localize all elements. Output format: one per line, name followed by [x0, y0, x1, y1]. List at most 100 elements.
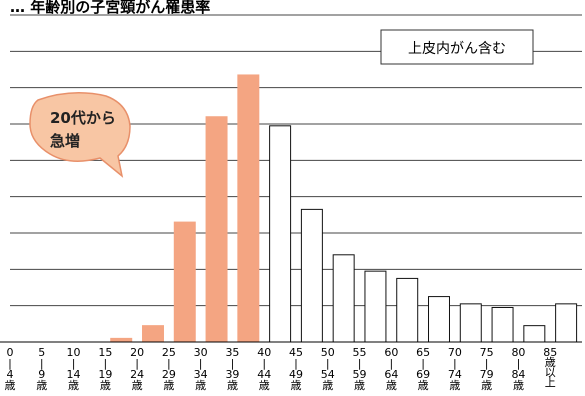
x-tick-label: 60|64歳: [384, 346, 398, 392]
x-tick-text: 30: [194, 346, 208, 359]
x-tick-text: 29: [162, 368, 176, 381]
callout-bubble: 20代から 急増: [29, 92, 131, 178]
x-tick-text: 歳: [68, 379, 79, 392]
x-tick-text: |: [8, 357, 12, 370]
bar: [396, 277, 419, 343]
x-tick-text: 歳: [291, 379, 302, 392]
x-tick-text: |: [358, 357, 362, 370]
x-tick-text: 74: [448, 368, 462, 381]
x-tick-text: 84: [511, 368, 525, 381]
x-tick-text: 上: [545, 376, 556, 389]
x-tick-label: 35|39歳: [225, 346, 239, 392]
x-tick-text: |: [167, 357, 171, 370]
x-tick-text: 70: [448, 346, 462, 359]
x-tick-text: 75: [480, 346, 494, 359]
callout-line-2: 急増: [50, 132, 80, 150]
x-tick-text: 14: [67, 368, 81, 381]
x-tick-label: 0|4歳: [5, 346, 16, 392]
x-tick-text: |: [421, 357, 425, 370]
x-tick-text: 40: [257, 346, 271, 359]
x-tick-text: 歳: [36, 379, 47, 392]
x-tick-text: |: [72, 357, 76, 370]
bar: [364, 270, 387, 343]
x-tick-text: 60: [384, 346, 398, 359]
x-tick-text: 歳: [5, 379, 16, 392]
x-tick-text: 24: [130, 368, 144, 381]
x-tick-text: 69: [416, 368, 430, 381]
x-tick-text: 歳: [163, 379, 174, 392]
x-tick-text: 85: [543, 346, 557, 359]
x-tick-label: 30|34歳: [194, 346, 208, 392]
x-tick-text: 5: [38, 346, 45, 359]
x-tick-text: 39: [225, 368, 239, 381]
bar: [142, 325, 164, 343]
legend: 上皮内がん含む: [380, 29, 534, 65]
x-tick-text: 4: [7, 368, 14, 381]
x-tick-text: |: [199, 357, 203, 370]
x-tick-label: 10|14歳: [67, 346, 81, 392]
x-tick-text: 歳: [354, 379, 365, 392]
x-tick-text: 歳: [545, 356, 556, 369]
x-tick-text: |: [262, 357, 266, 370]
x-tick-text: |: [231, 357, 235, 370]
bar: [110, 337, 133, 343]
x-tick-text: 55: [353, 346, 367, 359]
bar: [428, 296, 450, 343]
x-tick-text: 49: [289, 368, 303, 381]
bar: [555, 303, 578, 343]
bar: [269, 125, 292, 343]
x-tick-text: 15: [98, 346, 112, 359]
x-tick-text: 59: [353, 368, 367, 381]
bar: [523, 325, 546, 343]
x-tick-label: 40|44歳: [257, 346, 271, 392]
callout-line-1: 20代から: [50, 109, 116, 127]
x-tick-text: |: [326, 357, 330, 370]
x-tick-text: 35: [225, 346, 239, 359]
x-tick-text: 歳: [132, 379, 143, 392]
x-tick-text: 歳: [100, 379, 111, 392]
x-axis: 0|4歳5|9歳10|14歳15|19歳20|24歳25|29歳30|34歳35…: [0, 341, 582, 392]
x-tick-label: 55|59歳: [353, 346, 367, 392]
legend-box: [380, 29, 534, 65]
x-tick-text: 25: [162, 346, 176, 359]
x-tick-label: 5|9歳: [36, 346, 47, 392]
x-tick-text: 歳: [449, 379, 460, 392]
bar: [300, 208, 323, 343]
x-tick-text: 65: [416, 346, 430, 359]
x-tick-text: 9: [38, 368, 45, 381]
x-tick-text: 歳: [513, 379, 524, 392]
x-tick-label: 70|74歳: [448, 346, 462, 392]
x-tick-text: 以: [545, 366, 556, 379]
x-tick-text: 54: [321, 368, 335, 381]
bar: [173, 221, 196, 343]
x-tick-text: 歳: [227, 379, 238, 392]
bar: [332, 254, 355, 343]
x-tick-text: |: [103, 357, 107, 370]
x-tick-text: 50: [321, 346, 335, 359]
bar: [205, 116, 228, 343]
x-tick-label: 75|79歳: [480, 346, 494, 392]
x-tick-text: |: [485, 357, 489, 370]
callout-shape: [29, 92, 131, 178]
x-tick-label: 50|54歳: [321, 346, 335, 392]
x-tick-text: 歳: [195, 379, 206, 392]
x-tick-label: 45|49歳: [289, 346, 303, 392]
x-tick-text: 0: [7, 346, 14, 359]
x-tick-text: 64: [384, 368, 398, 381]
bar: [459, 303, 482, 343]
x-tick-text: 20: [130, 346, 144, 359]
x-tick-label: 65|69歳: [416, 346, 430, 392]
x-tick-label: 20|24歳: [130, 346, 144, 392]
x-tick-text: 歳: [386, 379, 397, 392]
bar: [237, 74, 260, 343]
chart-title: … 年齢別の子宮頸がん罹患率: [10, 0, 210, 16]
x-tick-text: 歳: [259, 379, 270, 392]
x-tick-text: |: [389, 357, 393, 370]
x-tick-text: 44: [257, 368, 271, 381]
x-tick-text: 歳: [418, 379, 429, 392]
x-tick-text: 80: [511, 346, 525, 359]
x-tick-text: 19: [98, 368, 112, 381]
